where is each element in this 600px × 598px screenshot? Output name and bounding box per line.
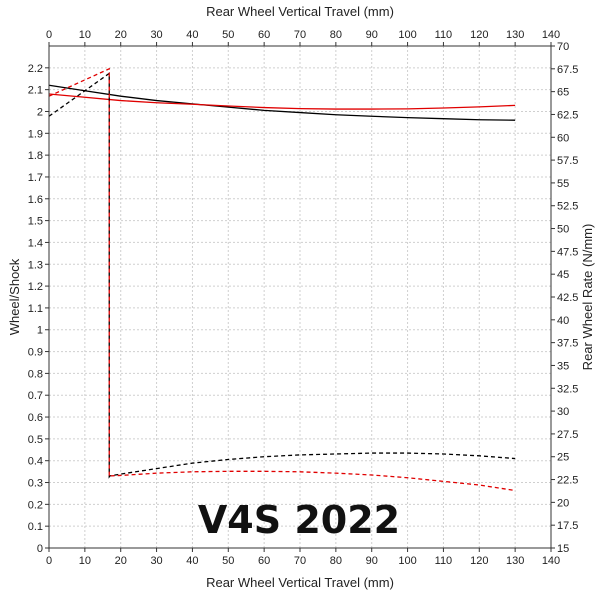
x-tick-label-top: 90 xyxy=(366,29,378,41)
y-right-tick-label: 45 xyxy=(557,269,569,281)
y-right-tick-label: 70 xyxy=(557,41,569,53)
x-tick-label-bottom: 40 xyxy=(186,555,198,567)
y-right-tick-label: 30 xyxy=(557,406,569,418)
y-right-tick-label: 35 xyxy=(557,360,569,372)
x-tick-label-top: 70 xyxy=(294,29,306,41)
y-right-tick-label: 57.5 xyxy=(557,155,578,167)
y-left-tick-label: 0.9 xyxy=(28,347,43,359)
y-right-tick-label: 20 xyxy=(557,497,569,509)
y-right-tick-label: 60 xyxy=(557,132,569,144)
x-tick-label-bottom: 100 xyxy=(398,555,416,567)
y-right-tick-label: 47.5 xyxy=(557,246,578,258)
x-tick-label-top: 120 xyxy=(470,29,488,41)
y-left-tick-label: 0 xyxy=(37,543,43,555)
y-left-tick-label: 0.4 xyxy=(28,456,43,468)
x-tick-label-bottom: 80 xyxy=(330,555,342,567)
y-left-tick-label: 0.6 xyxy=(28,412,43,424)
x-tick-label-bottom: 20 xyxy=(115,555,127,567)
x-tick-label-top: 0 xyxy=(46,29,52,41)
y-right-tick-label: 65 xyxy=(557,87,569,99)
series-line-3-dashed xyxy=(48,67,516,492)
x-tick-label-bottom: 120 xyxy=(470,555,488,567)
x-tick-label-top: 130 xyxy=(506,29,524,41)
y-left-tick-label: 0.7 xyxy=(28,390,43,402)
y-left-tick-label: 0.8 xyxy=(28,368,43,380)
x-tick-label-bottom: 50 xyxy=(222,555,234,567)
y-left-tick-label: 2.1 xyxy=(28,85,43,97)
x-tick-label-top: 140 xyxy=(542,29,560,41)
y-right-tick-label: 55 xyxy=(557,178,569,190)
y-left-tick-label: 2 xyxy=(37,106,43,118)
y-right-tick-label: 15 xyxy=(557,543,569,555)
x-tick-label-top: 20 xyxy=(115,29,127,41)
x-tick-label-top: 60 xyxy=(258,29,270,41)
x-tick-label-bottom: 70 xyxy=(294,555,306,567)
y-left-tick-label: 0.3 xyxy=(28,478,43,490)
x-tick-label-top: 50 xyxy=(222,29,234,41)
y-right-tick-label: 40 xyxy=(557,315,569,327)
y-right-tick-label: 32.5 xyxy=(557,383,578,395)
y-left-tick-label: 2.2 xyxy=(28,63,43,75)
y-left-tick-label: 1.1 xyxy=(28,303,43,315)
y-left-tick-label: 1.9 xyxy=(28,128,43,140)
x-axis-title-top: Rear Wheel Vertical Travel (mm) xyxy=(206,4,394,19)
chart-annotation: V4S 2022 xyxy=(198,498,400,542)
y-left-tick-label: 0.5 xyxy=(28,434,43,446)
y-right-tick-label: 42.5 xyxy=(557,292,578,304)
y-left-tick-label: 1.5 xyxy=(28,216,43,228)
y-left-tick-label: 0.1 xyxy=(28,521,43,533)
y-left-tick-label: 1.6 xyxy=(28,194,43,206)
x-tick-label-top: 10 xyxy=(79,29,91,41)
ticks-layer xyxy=(45,42,555,552)
x-tick-label-bottom: 110 xyxy=(435,555,453,567)
y-left-tick-label: 1 xyxy=(37,325,43,337)
y-right-tick-label: 50 xyxy=(557,224,569,236)
x-tick-label-bottom: 60 xyxy=(258,555,270,567)
y-axis-title-left: Wheel/Shock xyxy=(7,258,22,335)
series-layer xyxy=(48,67,516,492)
series-line-1-solid xyxy=(48,93,516,110)
x-tick-label-bottom: 140 xyxy=(542,555,560,567)
x-tick-label-bottom: 130 xyxy=(506,555,524,567)
y-right-tick-label: 22.5 xyxy=(557,475,578,487)
y-left-tick-label: 1.7 xyxy=(28,172,43,184)
plot-frame xyxy=(48,45,552,549)
y-right-tick-label: 17.5 xyxy=(557,520,578,532)
x-tick-label-top: 110 xyxy=(435,29,453,41)
x-tick-label-bottom: 10 xyxy=(79,555,91,567)
grid xyxy=(48,46,552,549)
y-right-tick-label: 67.5 xyxy=(557,64,578,76)
y-left-tick-label: 1.3 xyxy=(28,259,43,271)
y-left-tick-label: 0.2 xyxy=(28,499,43,511)
y-right-tick-label: 52.5 xyxy=(557,201,578,213)
tick-labels: 0010102020303040405050606070708080909010… xyxy=(28,29,579,567)
y-right-tick-label: 37.5 xyxy=(557,338,578,350)
x-tick-label-bottom: 0 xyxy=(46,555,52,567)
y-right-tick-label: 27.5 xyxy=(557,429,578,441)
series-line-0-solid xyxy=(48,84,516,121)
x-tick-label-top: 100 xyxy=(398,29,416,41)
x-tick-label-top: 30 xyxy=(150,29,162,41)
series-line-2-dashed xyxy=(48,72,516,479)
y-left-tick-label: 1.8 xyxy=(28,150,43,162)
y-right-tick-label: 25 xyxy=(557,452,569,464)
x-tick-label-bottom: 30 xyxy=(150,555,162,567)
y-left-tick-label: 1.2 xyxy=(28,281,43,293)
x-tick-label-bottom: 90 xyxy=(366,555,378,567)
x-tick-label-top: 80 xyxy=(330,29,342,41)
x-axis-title-bottom: Rear Wheel Vertical Travel (mm) xyxy=(206,575,394,590)
y-axis-title-right: Rear Wheel Rate (N/mm) xyxy=(580,224,595,371)
y-right-tick-label: 62.5 xyxy=(557,109,578,121)
y-left-tick-label: 1.4 xyxy=(28,237,43,249)
x-tick-label-top: 40 xyxy=(186,29,198,41)
